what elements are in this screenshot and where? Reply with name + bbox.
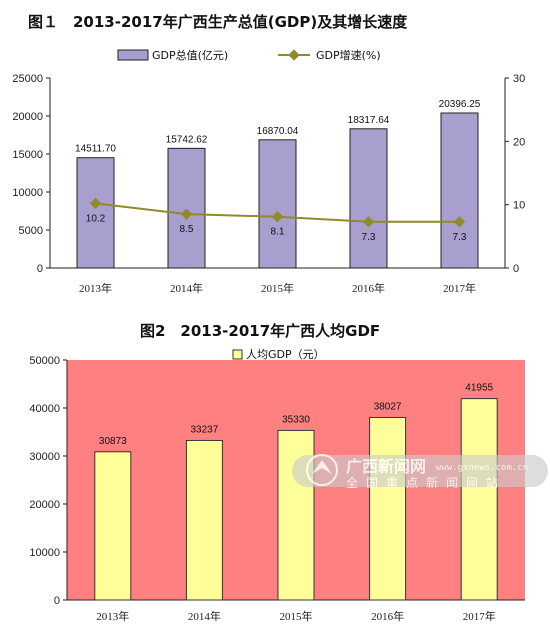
chart2-category-label: 2014年 (188, 609, 221, 623)
watermark-url: www.gxnews.com.cn (436, 463, 528, 473)
chart1-bars: 14511.70 15742.62 16870.04 18317.64 20396.25 (75, 99, 481, 269)
left-tick-label: 10000 (12, 187, 43, 199)
right-tick-label: 10 (513, 200, 525, 212)
chart2-tick-label: 20000 (29, 499, 60, 511)
percapita-bar-label: 41955 (465, 383, 493, 394)
left-tick-label: 25000 (12, 73, 43, 85)
left-tick-label: 15000 (12, 149, 43, 161)
watermark-site-name: 广西新闻网 (346, 457, 426, 476)
percapita-bar-label: 30873 (99, 436, 127, 447)
legend-percapita-swatch (232, 349, 243, 360)
gdp-bar-label: 20396.25 (439, 99, 481, 110)
legend-gdp-swatch (117, 49, 149, 61)
left-tick-label: 0 (37, 263, 43, 275)
chart2-tick-label: 0 (54, 595, 60, 607)
chart1-category-label: 2015年 (261, 281, 294, 295)
legend-growth-marker (288, 49, 300, 61)
growth-marker (180, 208, 193, 220)
legend-growth-label: GDP增速(%) (316, 48, 381, 62)
percapita-bar-label: 38027 (374, 401, 402, 412)
chart2-title: 图2 2013-2017年广西人均GDF (140, 322, 380, 340)
growth-label: 10.2 (86, 213, 106, 224)
percapita-bar (460, 398, 498, 601)
gdp-bar (349, 128, 388, 269)
gdp-bar-label: 18317.64 (348, 115, 390, 126)
legend-gdp-label: GDP总值(亿元) (152, 48, 228, 62)
chart1-right-ticks: 0 10 20 30 (505, 73, 525, 275)
chart2-category-label: 2016年 (371, 609, 404, 623)
percapita-bar-label: 35330 (282, 414, 310, 425)
percapita-bar (94, 451, 132, 601)
watermark-banner (292, 455, 548, 487)
left-tick-label: 20000 (12, 111, 43, 123)
growth-marker (362, 216, 375, 228)
chart1-title: 图１ 2013-2017年广西生产总值(GDP)及其增长速度 (28, 13, 408, 31)
chart1-category-label: 2014年 (170, 281, 203, 295)
chart2-categories: 2013年 2014年 2015年 2016年 2017年 (96, 609, 495, 623)
growth-marker (271, 211, 284, 223)
left-tick-label: 5000 (19, 225, 43, 237)
chart2-tick-label: 50000 (29, 355, 60, 367)
chart1-category-label: 2013年 (79, 281, 112, 295)
chart2-category-label: 2015年 (280, 609, 313, 623)
gdp-bar-label: 15742.62 (166, 134, 208, 145)
per-capita-chart: 图2 2013-2017年广西人均GDF 人均GDP（元） 0 10000 2000… (29, 322, 548, 623)
right-tick-label: 30 (513, 73, 525, 85)
gdp-bar (167, 147, 206, 269)
chart2-y-ticks: 0 10000 20000 30000 40000 50000 (29, 355, 67, 607)
percapita-bar-label: 33237 (190, 424, 218, 435)
chart2-tick-label: 10000 (29, 547, 60, 559)
chart2-category-label: 2017年 (463, 609, 496, 623)
news-watermark: 广西新闻网 www.gxnews.com.cn 全国重点新闻网站 (292, 454, 548, 490)
growth-marker (453, 216, 466, 228)
gdp-bar-label: 16870.04 (257, 126, 299, 137)
gdp-bar-label: 14511.70 (75, 144, 116, 155)
growth-label: 8.1 (271, 227, 285, 238)
chart1-category-label: 2016年 (352, 281, 385, 295)
watermark-logo-icon (306, 454, 338, 486)
chart1-category-label: 2017年 (443, 281, 476, 295)
gdp-bar (258, 139, 297, 269)
growth-label: 8.5 (180, 224, 194, 235)
legend-percapita-label: 人均GDP（元） (246, 348, 325, 361)
gdp-bar (76, 157, 115, 269)
growth-label: 7.3 (362, 232, 376, 243)
chart1-left-ticks: 0 5000 10000 15000 20000 25000 (12, 73, 50, 275)
chart1-categories: 2013年 2014年 2015年 2016年 2017年 (79, 281, 476, 295)
watermark-logo-mark-icon (312, 460, 332, 474)
right-tick-label: 0 (513, 263, 519, 275)
growth-label: 7.3 (453, 232, 467, 243)
chart2-bars: 30873 33237 35330 38027 41955 (94, 383, 498, 601)
gdp-chart: 图１ 2013-2017年广西生产总值(GDP)及其增长速度 GDP总值(亿元)… (12, 13, 525, 295)
chart1-growth-line: 10.2 8.5 8.1 7.3 7.3 (86, 197, 467, 243)
chart2-category-label: 2013年 (96, 609, 129, 623)
chart2-tick-label: 40000 (29, 403, 60, 415)
right-tick-label: 20 (513, 136, 525, 148)
chart2-tick-label: 30000 (29, 451, 60, 463)
percapita-bar (185, 439, 223, 601)
percapita-bar (369, 416, 407, 601)
gdp-bar (440, 112, 479, 269)
watermark-subtitle: 全国重点新闻网站 (346, 475, 506, 490)
